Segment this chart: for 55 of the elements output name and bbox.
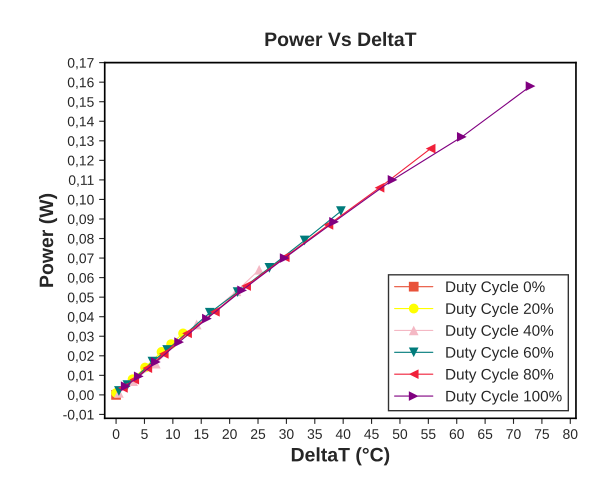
legend-label: Duty Cycle 40% <box>446 324 554 339</box>
y-tick-label: 0,07 <box>68 253 94 265</box>
point <box>134 371 144 382</box>
y-tick-label: 0,09 <box>68 214 94 226</box>
x-tick-label: 45 <box>364 429 379 439</box>
x-tick-label: 60 <box>450 429 464 439</box>
y-tick-label: 0,15 <box>68 97 94 109</box>
x-tick-label: 75 <box>534 429 550 439</box>
y-axis-title: Power (W) <box>38 194 58 287</box>
x-tick-label: 35 <box>308 429 322 439</box>
point <box>237 285 247 296</box>
y-tick-label: 0,08 <box>68 234 94 246</box>
y-tick-label: 0,13 <box>68 136 94 148</box>
chart-title: Power Vs DeltaT <box>265 32 416 46</box>
x-axis-title: DeltaT (°C) <box>292 447 390 466</box>
y-tick-label: 0,00 <box>68 390 94 402</box>
legend-label: Duty Cycle 60% <box>446 346 554 361</box>
x-tick-label: 30 <box>279 429 294 439</box>
x-tick-label: 5 <box>141 429 148 439</box>
point <box>336 206 346 216</box>
x-tick-label: 20 <box>222 429 237 439</box>
y-tick-label: -0,01 <box>63 410 94 422</box>
x-tick-label: 0 <box>112 429 120 439</box>
point <box>526 81 536 91</box>
x-tick-label: 40 <box>336 429 350 439</box>
y-tick-label: 0,03 <box>68 332 94 344</box>
y-tick-label: 0,04 <box>68 312 94 324</box>
point <box>388 175 398 185</box>
point <box>329 217 339 227</box>
y-tick-label: 0,14 <box>68 116 94 128</box>
x-tick-label: 10 <box>166 429 180 439</box>
y-tick-label: 0,02 <box>68 351 94 363</box>
legend-label: Duty Cycle 20% <box>446 302 554 318</box>
x-tick-label: 70 <box>506 429 521 439</box>
y-tick-label: 0,06 <box>68 272 94 284</box>
legend-label: Duty Cycle 100% <box>446 390 562 405</box>
legend-label: Duty Cycle 0% <box>446 280 545 296</box>
x-tick-label: 15 <box>194 429 208 439</box>
x-tick-label: 55 <box>421 429 436 439</box>
y-tick-label: 0,17 <box>68 58 94 70</box>
y-tick-label: 0,16 <box>68 78 94 89</box>
point <box>174 337 184 347</box>
x-tick-label: 50 <box>392 429 408 439</box>
x-tick-label: 80 <box>563 429 578 439</box>
y-tick-label: 0,05 <box>68 292 94 304</box>
x-tick-label: 25 <box>250 429 266 439</box>
y-tick-label: 0,01 <box>68 370 94 382</box>
point <box>426 144 436 154</box>
legend-label: Duty Cycle 80% <box>446 368 554 383</box>
y-tick-label: 0,11 <box>68 175 94 187</box>
point <box>202 314 212 324</box>
x-tick-label: 65 <box>478 429 492 439</box>
y-tick-label: 0,12 <box>68 156 94 168</box>
y-tick-label: 0,10 <box>68 194 94 206</box>
point <box>456 132 467 142</box>
